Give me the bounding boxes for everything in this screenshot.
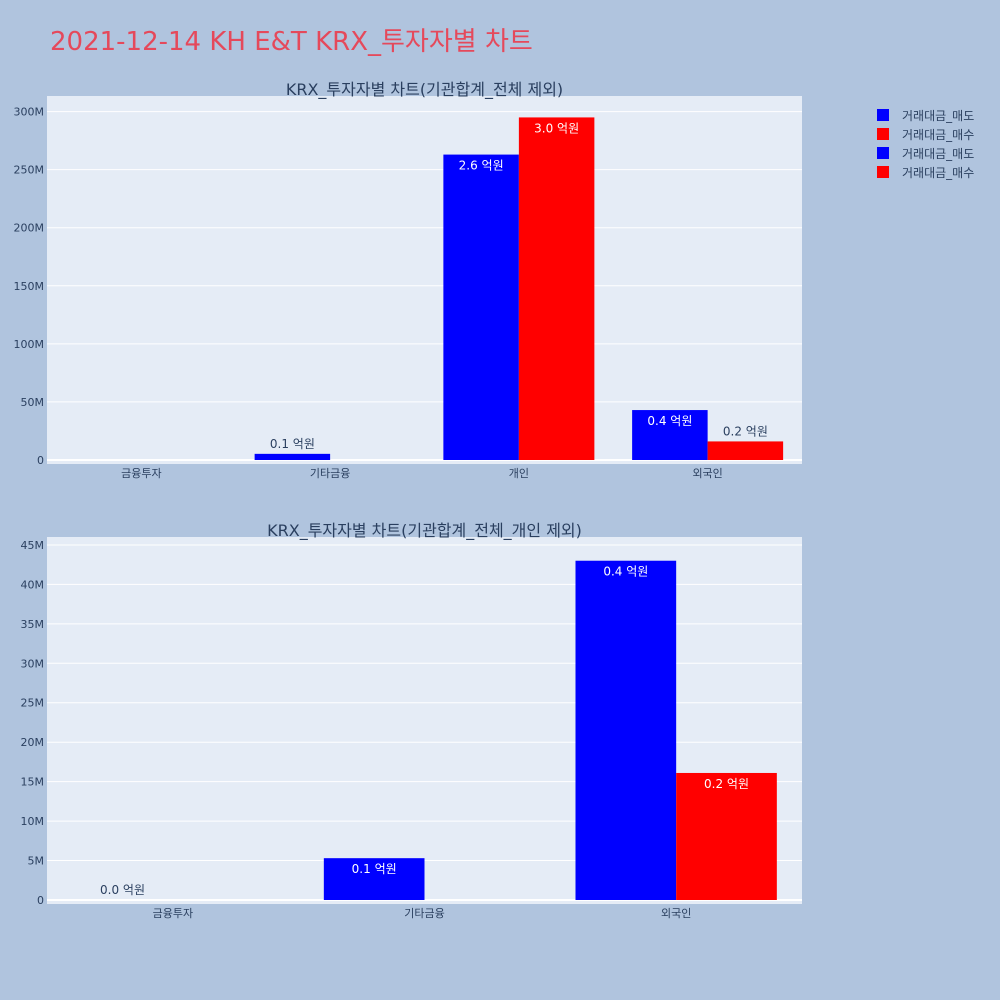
plot-background	[47, 96, 802, 464]
page-title: 2021-12-14 KH E&T KRX_투자자별 차트	[50, 27, 533, 57]
bar-data-label: 0.4 억원	[647, 414, 692, 428]
bar[interactable]	[254, 453, 331, 460]
y-tick-label: 40M	[21, 578, 45, 591]
x-tick-label: 외국인	[661, 907, 691, 920]
x-tick-label: 외국인	[692, 467, 722, 480]
bar-data-label: 0.2 억원	[704, 777, 749, 791]
subplot-title: KRX_투자자별 차트(기관합계_전체_개인 제외)	[267, 521, 582, 541]
plots: 0 50M 100M 150M 200M 250M 300M KRX_투자자별 차트(기관합계…	[14, 80, 802, 920]
x-tick-label: 개인	[509, 467, 529, 480]
y-tick-label: 15M	[21, 776, 45, 789]
y-tick-label: 250M	[14, 164, 45, 177]
legend-swatch	[877, 166, 889, 178]
bar-data-label: 0.1 억원	[352, 862, 397, 876]
legend-label: 거래대금_매수	[902, 128, 974, 142]
legend-item[interactable]: 거래대금_매수	[877, 128, 974, 142]
x-tick-label: 금융투자	[121, 467, 161, 480]
y-tick-label: 45M	[21, 539, 45, 552]
chart-2: 0 5M 10M 15M 20M 25M 30M 35M 40M 45M KRX_투자자별 차트(기…	[21, 521, 802, 920]
y-tick-label: 300M	[14, 106, 45, 119]
bar[interactable]	[707, 441, 784, 460]
bar[interactable]	[676, 772, 777, 900]
legend-label: 거래대금_매수	[902, 166, 974, 180]
y-tick-label: 0	[37, 894, 44, 907]
bar[interactable]	[575, 560, 677, 900]
x-tick-label: 기타금융	[404, 907, 444, 920]
chart-1: 0 50M 100M 150M 200M 250M 300M KRX_투자자별 차트(기관합계…	[14, 80, 802, 480]
y-tick-label: 50M	[21, 396, 45, 409]
x-tick-label: 기타금융	[310, 467, 350, 480]
y-tick-label: 30M	[21, 657, 45, 670]
legend-item[interactable]: 거래대금_매도	[877, 147, 974, 161]
y-tick-label: 25M	[21, 697, 45, 710]
bar[interactable]	[632, 410, 708, 460]
legend-swatch	[877, 128, 889, 140]
bar-data-label: 0.2 억원	[723, 424, 768, 438]
y-tick-label: 100M	[14, 338, 45, 351]
subplot-title: KRX_투자자별 차트(기관합계_전체 제외)	[286, 80, 563, 100]
y-tick-label: 150M	[14, 280, 45, 293]
legend-label: 거래대금_매도	[902, 147, 974, 161]
bar[interactable]	[518, 117, 595, 460]
x-tick-label: 금융투자	[153, 907, 193, 920]
bar-data-label: 2.6 억원	[459, 159, 504, 173]
legend-swatch	[877, 109, 889, 121]
legend-label: 거래대금_매도	[902, 109, 974, 123]
y-tick-label: 20M	[21, 736, 45, 749]
y-tick-label: 0	[37, 454, 44, 467]
bar[interactable]	[323, 858, 425, 900]
legend-item[interactable]: 거래대금_매수	[877, 166, 974, 180]
y-tick-label: 200M	[14, 222, 45, 235]
bar[interactable]	[443, 154, 519, 461]
bar-data-label: 3.0 억원	[534, 121, 579, 135]
y-tick-label: 10M	[21, 815, 45, 828]
legend-swatch	[877, 147, 889, 159]
y-tick-label: 35M	[21, 618, 45, 631]
y-tick-label: 5M	[28, 855, 45, 868]
bar-data-label: 0.4 억원	[603, 565, 648, 579]
legend-item[interactable]: 거래대금_매도	[877, 109, 974, 123]
bar-data-label: 0.1 억원	[270, 437, 315, 451]
bar-data-label: 0.0 억원	[100, 883, 145, 897]
